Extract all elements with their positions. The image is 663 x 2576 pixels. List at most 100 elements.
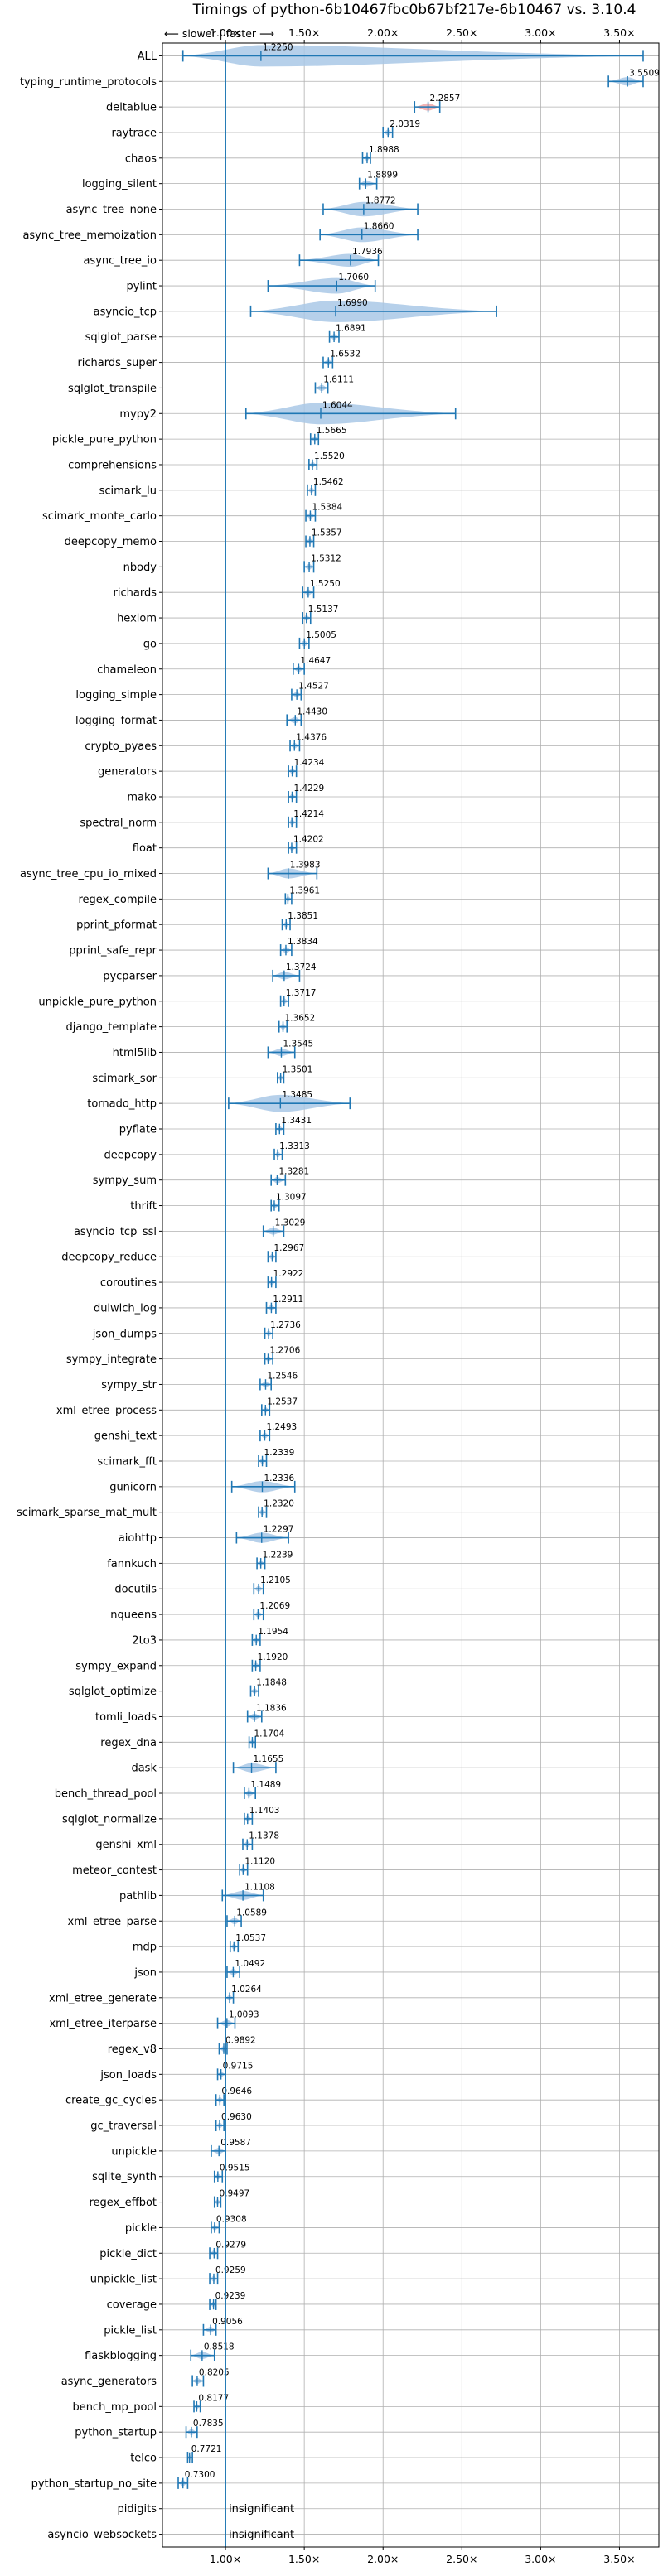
category-label-xml-etree-generate: xml_etree_generate — [49, 1992, 157, 2004]
axes-frame — [162, 42, 660, 2548]
value-labels: 1.2250 3.5509 2.2857 2.0319 1.8988 1.8899 1.87… — [185, 42, 660, 2541]
value-label-scimark-fft: 1.2339 — [264, 1448, 295, 1458]
value-label-pylint: 1.7060 — [338, 273, 369, 282]
value-label-sqlglot-optimize: 1.1848 — [256, 1678, 287, 1688]
category-label-thrift: thrift — [130, 1200, 157, 1213]
category-label-float: float — [133, 842, 157, 855]
category-label-python-startup-no-site: python_startup_no_site — [31, 2477, 157, 2490]
value-label-deepcopy: 1.3313 — [279, 1141, 310, 1151]
category-label-logging-format: logging_format — [75, 715, 157, 727]
category-label-asyncio-websockets: asyncio_websockets — [47, 2529, 157, 2541]
value-label-coroutines: 1.2922 — [273, 1269, 304, 1279]
value-label-typing-runtime-protocols: 3.5509 — [629, 68, 660, 78]
value-label-spectral-norm: 1.4214 — [293, 809, 324, 819]
value-label-tomli-loads: 1.1836 — [256, 1703, 287, 1713]
category-label-richards-super: richards_super — [77, 357, 157, 369]
value-label-meteor-contest: 1.1120 — [244, 1857, 275, 1867]
insignificant-note-pidigits: insignificant — [229, 2503, 294, 2516]
value-label-deepcopy-reduce: 1.2967 — [273, 1243, 304, 1253]
category-label-hexiom: hexiom — [117, 613, 157, 625]
category-label-chaos: chaos — [125, 152, 157, 165]
value-label-richards-super: 1.6532 — [330, 350, 361, 359]
category-label-flaskblogging: flaskblogging — [85, 2350, 157, 2362]
category-label-meteor-contest: meteor_contest — [72, 1864, 157, 1877]
category-label-scimark-fft: scimark_fft — [97, 1456, 157, 1469]
value-label-nqueens: 1.2069 — [259, 1601, 290, 1611]
value-label-logging-format: 1.4430 — [297, 707, 327, 716]
value-label-sympy-integrate: 1.2706 — [270, 1346, 301, 1356]
category-label-regex-compile: regex_compile — [78, 894, 157, 906]
category-label-regex-v8: regex_v8 — [108, 2043, 157, 2056]
value-label-regex-effbot: 0.9497 — [219, 2189, 249, 2199]
value-label-nbody: 1.5312 — [311, 553, 341, 563]
category-label-deepcopy-memo: deepcopy_memo — [65, 536, 157, 548]
value-label-comprehensions: 1.5520 — [314, 451, 345, 461]
value-label-xml-etree-iterparse: 1.0093 — [229, 2010, 259, 2020]
category-label-async-tree-none: async_tree_none — [66, 204, 157, 216]
x-tick-label-top: 1.50× — [288, 27, 320, 39]
value-label-pprint-safe-repr: 1.3834 — [288, 937, 318, 947]
value-label-xml-etree-generate: 1.0264 — [231, 1985, 262, 1995]
category-label-bench-mp-pool: bench_mp_pool — [72, 2401, 157, 2414]
value-label-pickle: 0.9308 — [216, 2214, 247, 2224]
category-label-spectral-norm: spectral_norm — [80, 817, 157, 829]
violin-marks — [177, 45, 644, 2489]
value-label-bench-thread-pool: 1.1489 — [250, 1780, 281, 1790]
value-label-async-tree-none: 1.8772 — [365, 196, 396, 206]
category-label-genshi-text: genshi_text — [94, 1430, 157, 1443]
value-label-generators: 1.4234 — [294, 758, 325, 768]
category-label-deepcopy-reduce: deepcopy_reduce — [61, 1252, 157, 1264]
value-label-pathlib: 1.1108 — [244, 1882, 275, 1892]
value-label-pickle-pure-python: 1.5665 — [317, 426, 347, 436]
category-label-logging-simple: logging_simple — [75, 689, 157, 702]
category-label-unpickle-list: unpickle_list — [90, 2274, 157, 2286]
category-label-typing-runtime-protocols: typing_runtime_protocols — [20, 76, 157, 89]
x-tick-label-top: 2.00× — [367, 27, 399, 39]
category-label-async-generators: async_generators — [61, 2376, 157, 2388]
value-label-sympy-sum: 1.3281 — [278, 1167, 309, 1177]
value-label-json: 1.0492 — [235, 1959, 265, 1969]
value-label-unpickle-pure-python: 1.3717 — [286, 988, 317, 998]
category-label-pickle-list: pickle_list — [104, 2324, 157, 2337]
category-label-scimark-monte-carlo: scimark_monte_carlo — [42, 510, 157, 523]
category-label-pycparser: pycparser — [103, 970, 157, 982]
value-label-async-tree-cpu-io-mixed: 1.3983 — [290, 861, 321, 871]
value-label-scimark-sparse-mat-mult: 1.2320 — [264, 1499, 294, 1509]
category-label-all: ALL — [138, 51, 157, 63]
value-label-thrift: 1.3097 — [276, 1193, 307, 1203]
category-label-pylint: pylint — [126, 281, 157, 293]
value-label-genshi-xml: 1.1378 — [249, 1831, 279, 1841]
value-label-xml-etree-parse: 1.0589 — [236, 1908, 267, 1918]
category-label-xml-etree-process: xml_etree_process — [56, 1405, 157, 1417]
category-label-scimark-lu: scimark_lu — [99, 485, 157, 497]
x-tick-label-bottom: 3.00× — [525, 2553, 556, 2565]
category-label-coverage: coverage — [107, 2299, 157, 2311]
value-label-regex-dna: 1.1704 — [254, 1729, 284, 1739]
x-tick-label-top: 2.50× — [446, 27, 477, 39]
category-label-sympy-sum: sympy_sum — [93, 1175, 157, 1187]
value-label-dask: 1.1655 — [254, 1754, 284, 1764]
value-label-coverage: 0.9239 — [215, 2291, 246, 2301]
value-label-sqlglot-normalize: 1.1403 — [249, 1806, 280, 1816]
value-label-sympy-str: 1.2546 — [267, 1371, 298, 1381]
category-label-sqlglot-parse: sqlglot_parse — [85, 331, 157, 344]
value-label-python-startup-no-site: 0.7300 — [185, 2470, 215, 2480]
x-tick-label-top: 3.50× — [603, 27, 635, 39]
value-label-gunicorn: 1.2336 — [264, 1474, 294, 1483]
category-labels: ALL typing_runtime_protocols deltablue rayt… — [17, 51, 162, 2541]
value-label-scimark-monte-carlo: 1.5384 — [312, 503, 342, 513]
category-label-go: go — [143, 638, 157, 650]
value-label-django-template: 1.3652 — [285, 1014, 316, 1024]
x-axis-ticks: 1.00× 1.00× 1.50× 1.50× 2.00× 2.00× 2.50× 2.50×… — [210, 27, 636, 2565]
x-tick-label-bottom: 2.00× — [367, 2553, 399, 2565]
category-label-django-template: django_template — [66, 1021, 157, 1034]
value-label-richards: 1.5250 — [310, 579, 341, 589]
category-label-unpickle-pure-python: unpickle_pure_python — [38, 996, 157, 1008]
value-label-async-tree-memoization: 1.8660 — [364, 221, 394, 231]
category-label-pickle-pure-python: pickle_pure_python — [52, 434, 157, 446]
category-label-regex-dna: regex_dna — [100, 1737, 157, 1749]
value-label-pycparser: 1.3724 — [286, 962, 317, 972]
category-label-scimark-sparse-mat-mult: scimark_sparse_mat_mult — [17, 1507, 157, 1519]
value-label-crypto-pyaes: 1.4376 — [296, 732, 327, 742]
